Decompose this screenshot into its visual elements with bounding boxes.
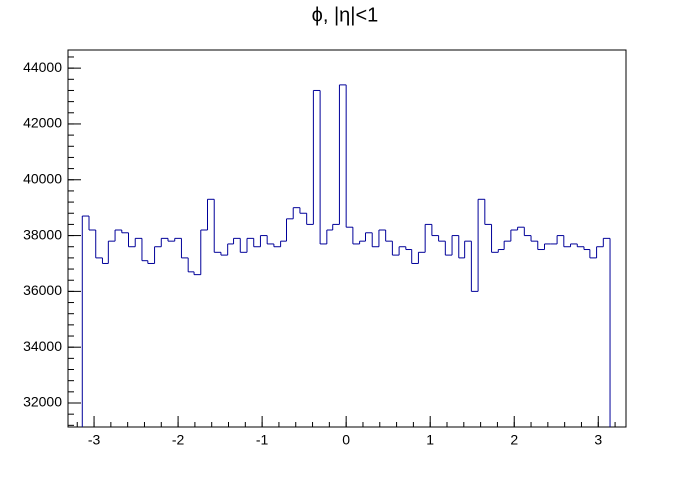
y-tick-label: 38000 (23, 226, 62, 242)
x-tick-label: 3 (594, 432, 602, 448)
x-tick-label: 2 (510, 432, 518, 448)
chart-title: ϕ, |η|<1 (312, 4, 379, 26)
x-tick-label: 0 (342, 432, 350, 448)
x-tick-label: 1 (426, 432, 434, 448)
y-tick-label: 42000 (23, 115, 62, 131)
y-tick-label: 44000 (23, 59, 62, 75)
y-tick-label: 40000 (23, 170, 62, 186)
y-tick-label: 32000 (23, 394, 62, 410)
y-tick-label: 36000 (23, 282, 62, 298)
x-tick-label: -3 (88, 432, 101, 448)
frame (67, 49, 627, 428)
y-tick-label: 34000 (23, 338, 62, 354)
x-tick-label: -1 (256, 432, 269, 448)
x-tick-label: -2 (172, 432, 185, 448)
